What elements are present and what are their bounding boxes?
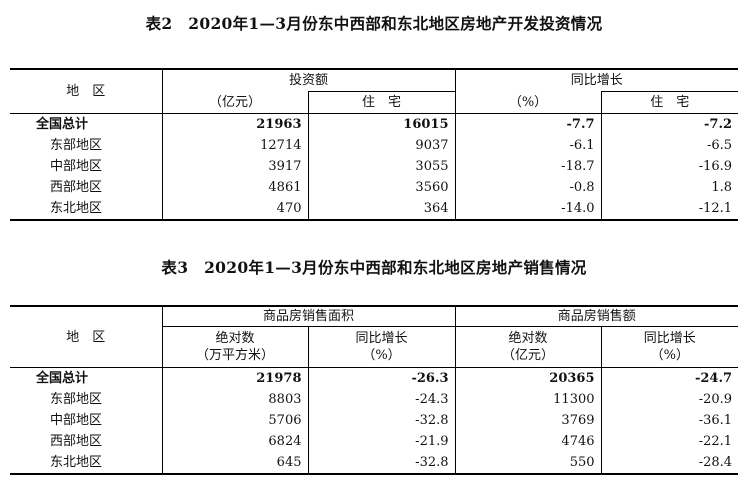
- t3-header-amount-unit: （亿元）: [502, 348, 555, 363]
- t3-header-area-yoy: 同比增长 （%）: [307, 326, 456, 368]
- t2-header-residential: 住 宅: [307, 91, 456, 114]
- t3-row-area: 5706: [161, 410, 308, 431]
- t2-row-region: 西部地区: [50, 180, 103, 195]
- t2-row-region: 中部地区: [50, 159, 103, 174]
- t3-row-area-yoy: -21.9: [307, 431, 456, 452]
- t3-header-area-yoy-unit: （%）: [362, 348, 401, 363]
- t2-row-yoy-residential: -16.9: [600, 156, 739, 177]
- t2-header-yoy-label: 同比增长: [570, 73, 623, 88]
- t3-header-amount-group: 商品房销售额: [454, 305, 739, 327]
- t3-row-area-yoy: -24.3: [307, 389, 456, 410]
- t3-row-amount-yoy: -22.1: [600, 431, 739, 452]
- t3-header-amount-abs: 绝对数 （亿元）: [454, 326, 602, 368]
- t3-header-region: 地 区: [10, 305, 162, 368]
- t2-row-investment: 470: [161, 198, 308, 221]
- t2-header-yoy: 同比增长: [454, 68, 739, 92]
- t3-header-area-yoy-label: 同比增长: [355, 331, 408, 346]
- table2-title: 表2 2020年1—3月份东中西部和东北地区房地产开发投资情况: [145, 14, 603, 33]
- table-row: 中部地区 3917 3055 -18.7 -16.9: [10, 156, 739, 177]
- t2-row-investment: 4861: [161, 177, 308, 198]
- t3-row-amount: 3769: [454, 410, 602, 431]
- table-row: 东部地区 12714 9037 -6.1 -6.5: [10, 135, 739, 156]
- t2-row-yoy-residential: -7.2: [600, 113, 739, 135]
- t2-row-residential: 9037: [307, 135, 456, 156]
- table3-sales: 地 区 商品房销售面积 商品房销售额 绝对数 （万平方米） 同比增长 （%） 绝…: [10, 305, 739, 475]
- table2-investment: 地 区 投资额 同比增长 （亿元） 住 宅 （%） 住 宅 全国总计 21963…: [10, 68, 739, 221]
- t3-row-region: 西部地区: [50, 434, 103, 449]
- t2-row-region: 东部地区: [50, 138, 103, 153]
- t3-row-amount-yoy: -24.7: [600, 367, 739, 389]
- t3-row-region: 全国总计: [36, 371, 89, 386]
- t3-row-amount: 11300: [454, 389, 602, 410]
- t3-header-amount-yoy-label: 同比增长: [643, 331, 696, 346]
- t3-row-area-yoy: -32.8: [307, 410, 456, 431]
- t2-row-investment: 12714: [161, 135, 308, 156]
- t3-header-area-abs: 绝对数 （万平方米）: [161, 326, 308, 368]
- table-row: 东北地区 470 364 -14.0 -12.1: [10, 198, 739, 221]
- t3-header-area-abs-label: 绝对数: [215, 331, 255, 346]
- t3-header-amount-yoy: 同比增长 （%）: [600, 326, 739, 368]
- table-row: 西部地区 6824 -21.9 4746 -22.1: [10, 431, 739, 452]
- t3-row-area: 6824: [161, 431, 308, 452]
- t3-row-region: 东部地区: [50, 392, 103, 407]
- table-row: 东北地区 645 -32.8 550 -28.4: [10, 452, 739, 475]
- t2-header-investment-unit: （亿元）: [161, 91, 308, 114]
- t3-row-region: 东北地区: [10, 452, 162, 475]
- table-row: 全国总计 21978 -26.3 20365 -24.7: [10, 367, 739, 389]
- t3-row-area-yoy: -26.3: [307, 367, 456, 389]
- t2-row-residential: 3560: [307, 177, 456, 198]
- t2-row-yoy-residential: 1.8: [600, 177, 739, 198]
- t2-row-residential: 16015: [307, 113, 456, 135]
- t2-row-yoy: -18.7: [454, 156, 602, 177]
- t3-row-amount-yoy: -36.1: [600, 410, 739, 431]
- t2-row-residential: 364: [307, 198, 456, 221]
- t2-header-yoy-unit: （%）: [454, 91, 602, 114]
- t2-row-yoy-residential: -12.1: [600, 198, 739, 221]
- table-row: 西部地区 4861 3560 -0.8 1.8: [10, 177, 739, 198]
- t2-header-investment-label: 投资额: [289, 73, 329, 88]
- t2-row-region: 东北地区: [10, 198, 162, 221]
- t2-row-residential: 3055: [307, 156, 456, 177]
- t2-header-yoy-residential: 住 宅: [600, 91, 739, 114]
- t3-row-amount-yoy: -20.9: [600, 389, 739, 410]
- table-row: 东部地区 8803 -24.3 11300 -20.9: [10, 389, 739, 410]
- t2-row-investment: 3917: [161, 156, 308, 177]
- t3-header-amount-abs-label: 绝对数: [508, 331, 548, 346]
- t3-header-area-unit: （万平方米）: [195, 348, 274, 363]
- t3-row-amount: 550: [454, 452, 602, 475]
- t2-row-investment: 21963: [161, 113, 308, 135]
- t3-row-area: 8803: [161, 389, 308, 410]
- table-row: 中部地区 5706 -32.8 3769 -36.1: [10, 410, 739, 431]
- t3-row-amount: 4746: [454, 431, 602, 452]
- t3-row-area: 645: [161, 452, 308, 475]
- t2-row-region: 全国总计: [36, 117, 89, 132]
- t2-row-yoy: -0.8: [454, 177, 602, 198]
- t2-header-investment: 投资额: [161, 68, 456, 92]
- t3-row-amount-yoy: -28.4: [600, 452, 739, 475]
- t2-row-yoy: -14.0: [454, 198, 602, 221]
- t2-row-yoy: -6.1: [454, 135, 602, 156]
- t3-row-amount: 20365: [454, 367, 602, 389]
- table3-title: 表3 2020年1—3月份东中西部和东北地区房地产销售情况: [161, 258, 587, 277]
- t3-header-amount-yoy-unit: （%）: [650, 348, 689, 363]
- t2-header-region: 地 区: [10, 68, 162, 114]
- t3-row-area-yoy: -32.8: [307, 452, 456, 475]
- t3-header-area-group: 商品房销售面积: [161, 305, 456, 327]
- t2-row-yoy: -7.7: [454, 113, 602, 135]
- table-row: 全国总计 21963 16015 -7.7 -7.2: [10, 113, 739, 135]
- t3-row-area: 21978: [161, 367, 308, 389]
- t3-row-region: 中部地区: [50, 413, 103, 428]
- t2-row-yoy-residential: -6.5: [600, 135, 739, 156]
